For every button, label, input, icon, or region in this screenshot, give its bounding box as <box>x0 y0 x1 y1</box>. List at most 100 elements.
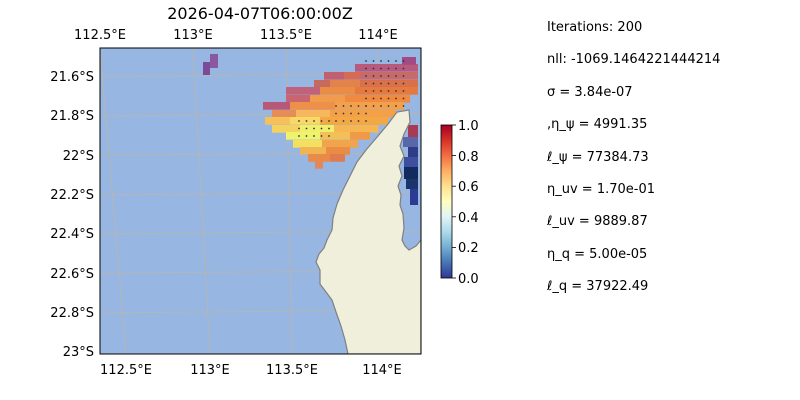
stipple-dot <box>305 120 308 122</box>
y-tick: 22.8°S <box>50 306 94 321</box>
colorbar-gradient <box>440 124 453 279</box>
stipple-dot <box>365 120 367 122</box>
stipple-dot <box>313 127 315 130</box>
param-eta-psi: ,η_ψ = 4991.35 <box>547 117 648 133</box>
heat-cell <box>406 179 418 189</box>
stipple-dot <box>387 67 390 70</box>
stipple-dot <box>357 112 360 115</box>
stipple-dot <box>387 82 390 85</box>
stipple-dot <box>357 105 360 107</box>
stipple-dot <box>372 90 375 92</box>
stipple-dot <box>328 127 330 130</box>
stipple-dot <box>380 105 382 107</box>
y-tick: 23°S <box>63 345 94 360</box>
stipple-dot <box>380 90 382 92</box>
y-tick: 22.6°S <box>50 267 94 282</box>
heat-cell <box>315 161 323 169</box>
heat-cell <box>290 102 335 110</box>
stipple-dot <box>357 120 360 122</box>
heat-cell <box>293 140 322 148</box>
x-ticks-bottom: 112.5°E 113°E 113.5°E 114°E <box>100 363 402 378</box>
stipple-dot <box>402 60 405 62</box>
heat-cell <box>320 132 350 140</box>
y-tick: 22.4°S <box>50 227 94 242</box>
heat-cell <box>286 132 320 140</box>
meridian-line <box>100 48 127 354</box>
stipple-dot <box>395 75 397 77</box>
y-tick: 21.6°S <box>50 70 94 85</box>
heat-cell <box>330 154 345 162</box>
stipple-dot <box>320 127 323 130</box>
stipple-dot <box>305 127 308 130</box>
stipple-dot <box>402 105 405 107</box>
colorbar-tick: 1.0 <box>458 119 479 134</box>
stipple-dot <box>313 120 315 122</box>
y-tick: 22.2°S <box>50 188 94 203</box>
heat-cell <box>345 95 410 103</box>
heat-cell <box>322 140 358 148</box>
heat-cell <box>404 167 418 179</box>
heat-cell <box>410 189 418 205</box>
heat-cell <box>296 110 330 118</box>
stipple-dot <box>372 82 375 85</box>
meridian-line <box>192 48 211 354</box>
stipple-dot <box>380 60 382 62</box>
heat-cell <box>320 117 388 125</box>
y-tick: 22°S <box>63 149 94 164</box>
param-nll: nll: -1069.1464221444214 <box>547 52 721 68</box>
stipple-dot <box>320 135 323 137</box>
stipple-dot <box>395 60 397 62</box>
stipple-dot <box>365 60 367 62</box>
stipple-dot <box>387 105 390 107</box>
heat-cell <box>344 72 360 80</box>
heat-cells <box>203 54 418 205</box>
stipple-dot <box>395 82 397 85</box>
stipple-dot <box>402 67 405 70</box>
stipple-dot <box>335 120 337 122</box>
heat-cell <box>402 57 416 65</box>
stipple-dot <box>395 90 397 92</box>
stipple-markers <box>298 60 405 137</box>
stipple-dot <box>328 120 330 122</box>
stipple-dot <box>342 112 345 115</box>
stipple-dot <box>365 112 367 115</box>
stipple-dot <box>320 120 323 122</box>
stipple-dot <box>372 97 375 100</box>
heat-cell <box>308 154 330 162</box>
x-tick-top: 113.5°E <box>260 28 312 43</box>
stipple-dot <box>372 75 375 77</box>
stipple-dot <box>365 105 367 107</box>
map-frame <box>99 47 422 355</box>
heat-cell <box>290 117 320 125</box>
stipple-dot <box>335 112 337 115</box>
heat-cell <box>404 157 418 167</box>
heat-cell <box>350 132 370 140</box>
stipple-dot <box>402 75 405 77</box>
param-eta-uv: η_uv = 1.70e-01 <box>547 181 656 197</box>
y-tick: 21.8°S <box>50 109 94 124</box>
heat-cell <box>408 125 418 137</box>
stipple-dot <box>350 112 352 115</box>
heat-cell <box>203 62 210 75</box>
heat-cell <box>408 147 418 157</box>
stipple-dot <box>395 97 397 100</box>
stipple-dot <box>380 75 382 77</box>
map-title: 2026-04-07T06:00:00Z <box>167 4 353 23</box>
stipple-dot <box>365 90 367 92</box>
stipple-dot <box>395 67 397 70</box>
heat-cell <box>272 125 300 133</box>
x-tick-bottom: 114°E <box>362 363 402 378</box>
param-sigma: σ = 3.84e-07 <box>547 84 633 100</box>
stipple-dot <box>335 105 337 107</box>
heat-cell <box>210 54 218 68</box>
heat-cell <box>300 147 326 155</box>
stipple-dot <box>387 60 390 62</box>
coastline-land <box>315 109 421 354</box>
colorbar-tick: 0.6 <box>458 180 479 195</box>
heat-cell <box>330 110 396 118</box>
colorbar-tick: 0.8 <box>458 150 479 165</box>
param-ell-uv: ℓ_uv = 9889.87 <box>547 214 648 230</box>
heat-cell <box>286 87 320 95</box>
stipple-dot <box>395 105 397 107</box>
